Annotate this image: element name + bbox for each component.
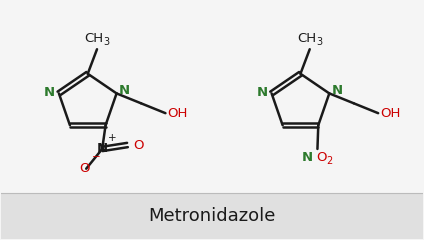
Text: 3: 3 [316,37,322,47]
Text: 2: 2 [327,156,333,166]
Text: O: O [317,151,327,164]
Text: O: O [134,138,144,151]
Text: N: N [331,84,343,97]
Text: CH: CH [297,32,316,45]
Text: N: N [97,143,108,156]
Text: OH: OH [167,107,188,120]
Text: −: − [92,152,100,162]
Text: O: O [79,162,89,175]
Text: CH: CH [84,32,103,45]
Bar [1,1,423,193]
Text: 3: 3 [103,37,109,47]
Text: N: N [257,86,268,99]
Bar [1,193,423,239]
Text: N: N [44,86,55,99]
Text: N: N [119,84,130,97]
Text: OH: OH [380,107,401,120]
Text: N: N [302,151,313,164]
Text: +: + [108,133,117,143]
Text: Metronidazole: Metronidazole [148,207,276,225]
